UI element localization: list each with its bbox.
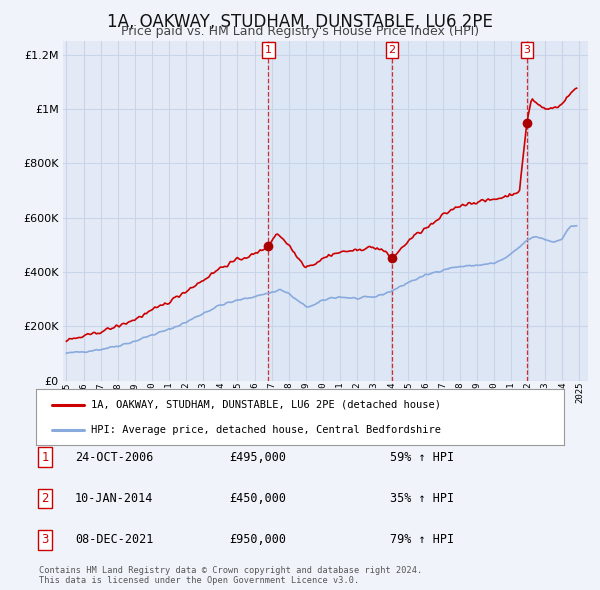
Text: £495,000: £495,000 (229, 451, 287, 464)
Text: 10-JAN-2014: 10-JAN-2014 (75, 492, 153, 505)
Text: 3: 3 (41, 533, 49, 546)
Text: HPI: Average price, detached house, Central Bedfordshire: HPI: Average price, detached house, Cent… (91, 425, 442, 435)
Text: 1A, OAKWAY, STUDHAM, DUNSTABLE, LU6 2PE: 1A, OAKWAY, STUDHAM, DUNSTABLE, LU6 2PE (107, 13, 493, 31)
Text: 59% ↑ HPI: 59% ↑ HPI (390, 451, 454, 464)
Text: 08-DEC-2021: 08-DEC-2021 (75, 533, 153, 546)
Text: Price paid vs. HM Land Registry's House Price Index (HPI): Price paid vs. HM Land Registry's House … (121, 25, 479, 38)
Text: 3: 3 (523, 45, 530, 55)
Text: 79% ↑ HPI: 79% ↑ HPI (390, 533, 454, 546)
Text: 1A, OAKWAY, STUDHAM, DUNSTABLE, LU6 2PE (detached house): 1A, OAKWAY, STUDHAM, DUNSTABLE, LU6 2PE … (91, 399, 442, 409)
Text: 35% ↑ HPI: 35% ↑ HPI (390, 492, 454, 505)
Bar (392, 41, 527, 381)
Bar (268, 41, 392, 381)
Text: Contains HM Land Registry data © Crown copyright and database right 2024.
This d: Contains HM Land Registry data © Crown c… (39, 566, 422, 585)
Text: 2: 2 (388, 45, 395, 55)
Text: 1: 1 (41, 451, 49, 464)
Text: 24-OCT-2006: 24-OCT-2006 (75, 451, 153, 464)
Bar (527, 41, 600, 381)
Text: 1: 1 (265, 45, 272, 55)
Text: 2: 2 (41, 492, 49, 505)
Text: £450,000: £450,000 (229, 492, 287, 505)
Text: £950,000: £950,000 (229, 533, 287, 546)
